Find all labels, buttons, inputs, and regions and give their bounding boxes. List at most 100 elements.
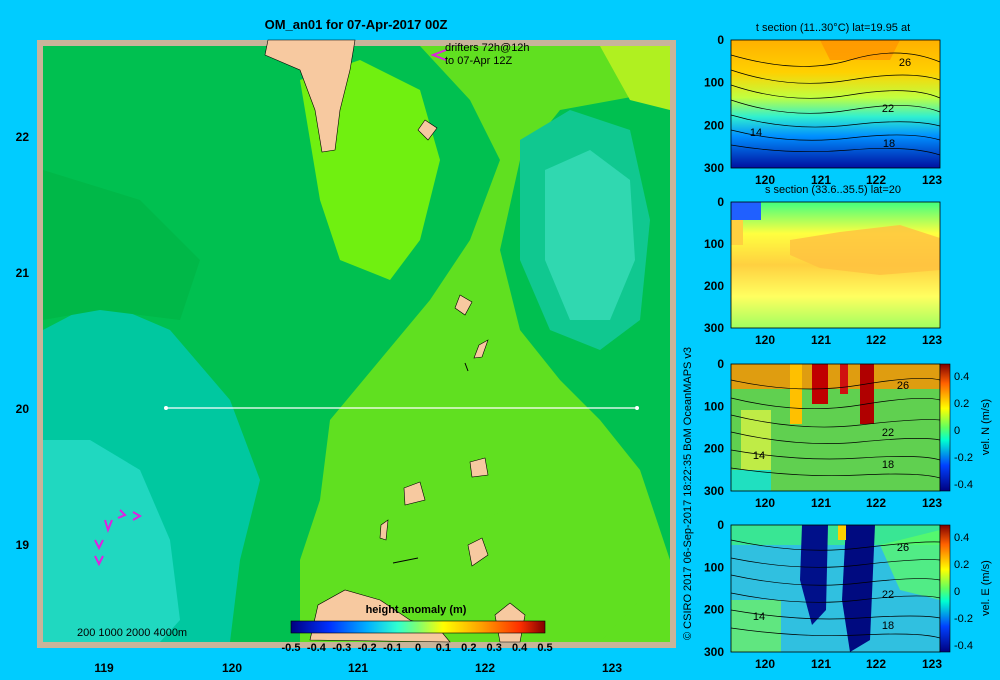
section-y-tick: 100 — [704, 76, 724, 90]
section-x-tick: 121 — [811, 173, 831, 187]
contour-label: 14 — [750, 127, 762, 139]
colorbar-title: height anomaly (m) — [366, 604, 467, 616]
section-x-tick: 121 — [811, 333, 831, 347]
contour-label: 14 — [753, 450, 765, 462]
colorbar-tick-label: 0.1 — [436, 642, 451, 654]
contour-label: 26 — [897, 542, 909, 554]
colorbar-tick-label: -0.1 — [383, 642, 402, 654]
section-x-tick: 121 — [811, 657, 831, 671]
contour-label: 22 — [882, 427, 894, 439]
velocity-colorbar-tick: 0.4 — [954, 371, 969, 383]
colorbar-tick-label: -0.4 — [307, 642, 327, 654]
section-y-tick: 200 — [704, 279, 724, 293]
velocity-colorbar-tick: 0.4 — [954, 532, 969, 544]
section-y-tick: 300 — [704, 645, 724, 659]
land-taiwan — [264, 39, 356, 153]
s-section-title: s section (33.6..35.5) lat=20 — [765, 184, 901, 196]
section-x-tick: 123 — [922, 333, 942, 347]
velocity-colorbar-tick: 0.2 — [954, 559, 969, 571]
credit-text: © CSIRO 2017 06-Sep-2017 18:22:35 BoM Oc… — [682, 347, 694, 640]
velocity-colorbar-ticks: 0.4 0.2 0 -0.2 -0.4 0.4 0.2 0 -0.2 -0.4 — [954, 371, 973, 652]
map-x-tick: 120 — [222, 661, 242, 675]
velocity-colorbar-tick: -0.4 — [954, 640, 973, 652]
vel-n-colorbar-label: vel. N (m/s) — [980, 399, 992, 455]
section-y-tick: 200 — [704, 603, 724, 617]
t-section-panel: t section (11..30°C) lat=19.95 at 26 22 … — [730, 22, 941, 169]
velocity-colorbar-tick: -0.2 — [954, 452, 973, 464]
contour-label: 26 — [899, 57, 911, 69]
section-start-marker — [164, 406, 168, 410]
section-y-tick: 200 — [704, 118, 724, 132]
map-x-tick: 122 — [475, 661, 495, 675]
colorbar-tick-label: 0.3 — [487, 642, 502, 654]
s-section-panel: s section (33.6..35.5) lat=20 — [730, 184, 941, 329]
section-y-tick: 100 — [704, 560, 724, 574]
map-x-tick: 121 — [348, 661, 368, 675]
vel-e-panel: 26 22 18 14 vel. E (m/s) — [730, 524, 992, 653]
section-x-tick: 122 — [866, 173, 886, 187]
vel-n-colorbar — [939, 363, 951, 492]
map-y-tick: 19 — [16, 538, 30, 552]
section-y-tick: 0 — [717, 357, 724, 371]
drifter-tracks — [94, 509, 143, 567]
velocity-colorbar-tick: 0.2 — [954, 398, 969, 410]
t-section-title: t section (11..30°C) lat=19.95 at — [756, 22, 910, 34]
t-section-field — [731, 40, 940, 168]
section-x-tick: 122 — [866, 496, 886, 510]
contour-label: 26 — [897, 380, 909, 392]
drifter-note-line1: drifters 72h@12h — [445, 42, 530, 54]
contour-label: 18 — [883, 138, 895, 150]
velocity-colorbar-tick: 0 — [954, 425, 960, 437]
map-title: OM_an01 for 07-Apr-2017 00Z — [265, 17, 448, 32]
section-x-tick: 123 — [922, 496, 942, 510]
section-x-tick: 122 — [866, 657, 886, 671]
colorbar-tick-label: -0.5 — [282, 642, 301, 654]
drifter-arrow — [430, 49, 447, 61]
map-panel: drifters 72h@12h to 07-Apr 12Z 119 120 1… — [16, 39, 676, 675]
colorbar-tick-label: 0.5 — [537, 642, 552, 654]
map-y-tick: 22 — [16, 130, 30, 144]
section-axis-ticks: 120 121 122 123 0 100 200 300 120 121 122 123 0 100 20… — [704, 33, 942, 671]
colorbar-ticks: -0.5 -0.4 -0.3 -0.2 -0.1 0 0.1 0.2 0.3 0.4 0.5 — [282, 642, 553, 654]
land-island — [403, 481, 426, 506]
land-island — [469, 457, 489, 478]
contour-label: 14 — [753, 611, 765, 623]
map-x-tick: 119 — [94, 661, 114, 675]
coast-segment — [464, 362, 469, 372]
contour-label: 18 — [882, 459, 894, 471]
height-anomaly-field — [43, 46, 670, 642]
section-y-tick: 100 — [704, 399, 724, 413]
section-x-tick: 121 — [811, 496, 831, 510]
colorbar-tick-label: 0.2 — [461, 642, 476, 654]
map-y-tick: 21 — [16, 266, 30, 280]
vel-e-colorbar-label: vel. E (m/s) — [980, 560, 992, 616]
section-x-tick: 123 — [922, 173, 942, 187]
section-x-tick: 120 — [755, 333, 775, 347]
coast-segment — [392, 557, 419, 564]
section-y-tick: 300 — [704, 321, 724, 335]
land-island — [454, 294, 473, 316]
section-x-tick: 120 — [755, 173, 775, 187]
section-y-tick: 0 — [717, 518, 724, 532]
section-x-tick: 120 — [755, 496, 775, 510]
vel-e-colorbar — [939, 524, 951, 653]
drifter-note-line2: to 07-Apr 12Z — [445, 55, 513, 67]
land-island — [417, 119, 438, 141]
section-x-tick: 122 — [866, 333, 886, 347]
section-x-tick: 123 — [922, 657, 942, 671]
land-island — [467, 537, 489, 567]
colorbar-tick-label: -0.3 — [332, 642, 351, 654]
colorbar-tick-label: 0.4 — [512, 642, 528, 654]
contour-label: 22 — [882, 589, 894, 601]
vel-n-panel: 26 22 18 14 vel. N (m/s) — [730, 363, 992, 492]
land-island — [379, 519, 389, 541]
contour-label: 18 — [882, 620, 894, 632]
contour-label: 22 — [882, 103, 894, 115]
section-y-tick: 0 — [717, 33, 724, 47]
colorbar-tick-label: -0.2 — [358, 642, 377, 654]
depth-legend: 200 1000 2000 4000m — [77, 627, 187, 639]
colorbar-tick-label: 0 — [415, 642, 421, 654]
section-y-tick: 0 — [717, 195, 724, 209]
velocity-colorbar-tick: 0 — [954, 586, 960, 598]
